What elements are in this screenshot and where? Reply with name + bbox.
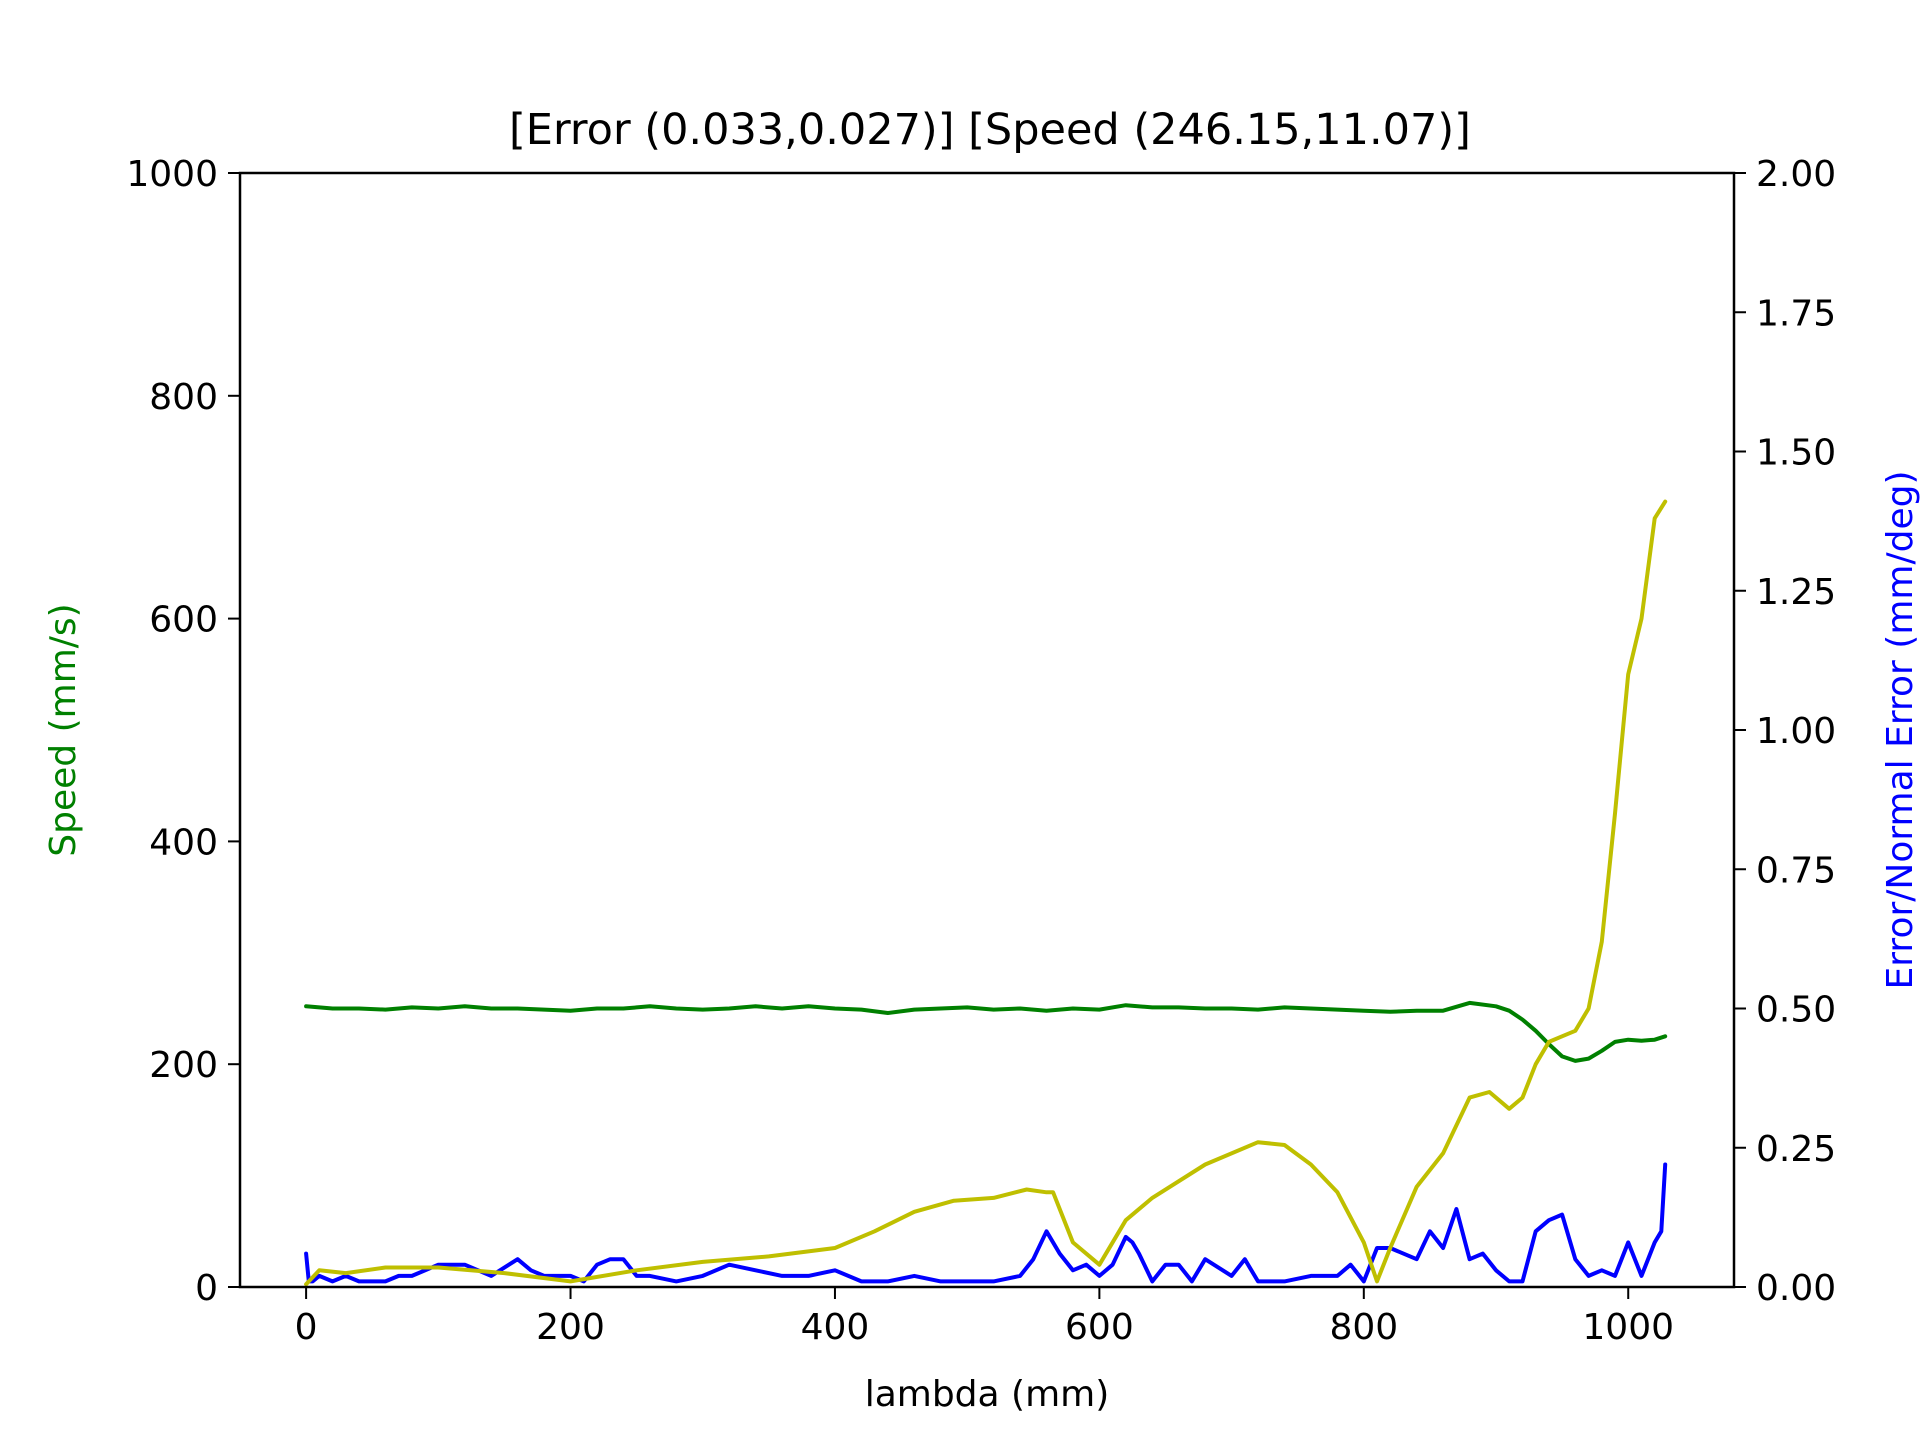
y-right-tick-label: 1.50 (1756, 433, 1836, 474)
y-axis-left-label: Speed (mm/s) (43, 603, 84, 856)
x-tick-label: 200 (536, 1307, 605, 1348)
y-right-tick-label: 1.00 (1756, 711, 1836, 752)
x-tick-label: 800 (1329, 1307, 1398, 1348)
y-right-tick-label: 0.00 (1756, 1268, 1836, 1309)
series-line-error (304, 1162, 1668, 1284)
x-tick-label: 400 (801, 1307, 870, 1348)
x-tick-label: 600 (1065, 1307, 1134, 1348)
chart-title: [Error (0.033,0.027)] [Speed (246.15,11.… (509, 105, 1471, 155)
y-right-tick-label: 0.50 (1756, 990, 1836, 1031)
y-left-tick-label: 200 (149, 1045, 218, 1086)
y-left-tick-label: 800 (149, 377, 218, 418)
y-axis-right-label: Error/Normal Error (mm/deg) (1880, 471, 1920, 990)
y-right-tick-label: 0.75 (1756, 850, 1836, 891)
plot-area (304, 499, 1668, 1287)
y-left-tick-label: 400 (149, 822, 218, 863)
series-line-normal-error (304, 499, 1668, 1287)
y-right-tick-label: 1.25 (1756, 572, 1836, 613)
y-right-tick-label: 2.00 (1756, 154, 1836, 195)
x-axis-label: lambda (mm) (865, 1374, 1110, 1415)
x-tick-label: 0 (295, 1307, 318, 1348)
x-tick-label: 1000 (1582, 1307, 1674, 1348)
axes: 0 200 400 600 800 1000 0 200 400 600 800 1000 0.00 0.… (126, 154, 1836, 1348)
series-line-speed (304, 1000, 1668, 1063)
y-left-tick-label: 0 (195, 1268, 218, 1309)
y-left-tick-label: 1000 (126, 154, 218, 195)
y-right-tick-label: 1.75 (1756, 293, 1836, 334)
y-left-tick-label: 600 (149, 600, 218, 641)
y-right-tick-label: 0.25 (1756, 1129, 1836, 1170)
